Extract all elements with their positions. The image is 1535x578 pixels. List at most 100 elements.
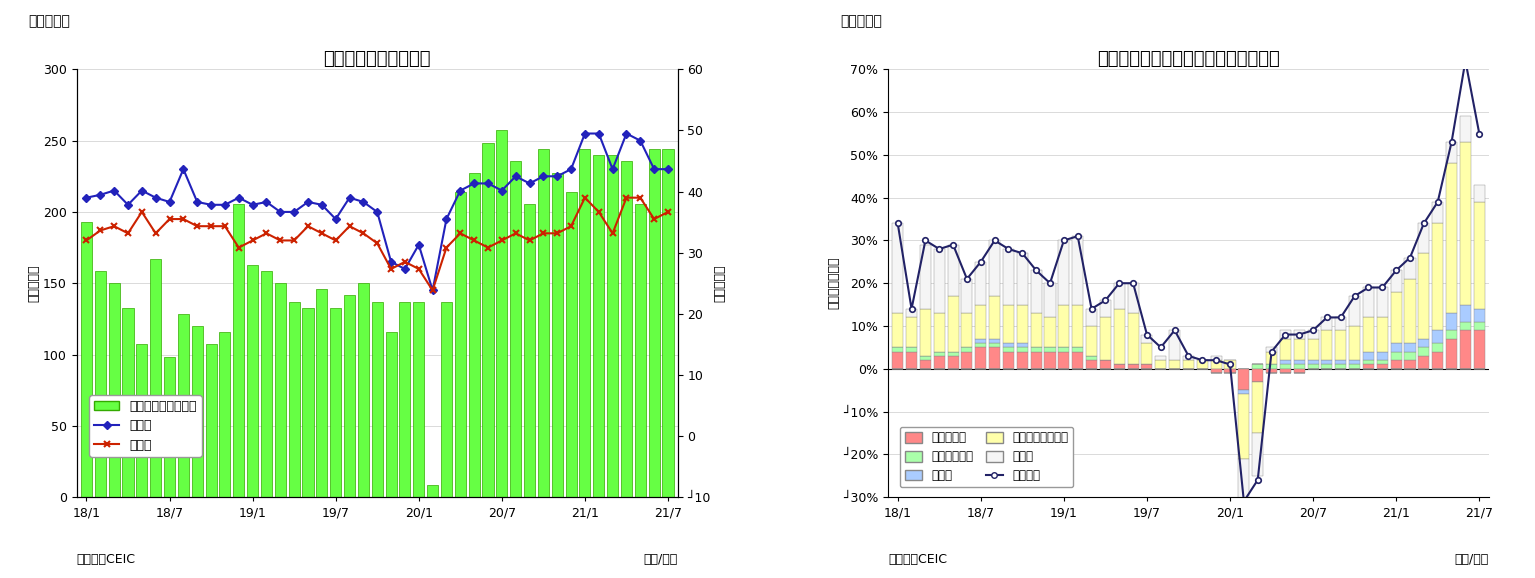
Bar: [1002, 351, 1015, 369]
Bar: [961, 279, 973, 313]
Bar: [1391, 292, 1401, 343]
Bar: [1322, 330, 1332, 360]
Bar: [1114, 309, 1125, 365]
Bar: [1030, 347, 1042, 351]
Bar: [961, 313, 973, 347]
Bar: [289, 302, 299, 497]
Bar: [1142, 343, 1153, 365]
Bar: [989, 339, 1001, 343]
Text: （年/月）: （年/月）: [1455, 553, 1489, 566]
Bar: [1418, 339, 1429, 347]
Bar: [164, 357, 175, 497]
Bar: [1294, 330, 1305, 339]
Bar: [1460, 142, 1471, 305]
Bar: [1211, 369, 1222, 373]
Bar: [344, 295, 355, 497]
Bar: [1391, 351, 1401, 360]
Bar: [1446, 330, 1457, 339]
Bar: [1101, 360, 1111, 369]
Bar: [1294, 360, 1305, 365]
Bar: [579, 149, 591, 497]
Bar: [1002, 249, 1015, 305]
Bar: [663, 149, 674, 497]
Y-axis label: （億ドル）: （億ドル）: [28, 265, 40, 302]
Bar: [137, 344, 147, 497]
Bar: [947, 351, 959, 356]
Bar: [1280, 360, 1291, 365]
Bar: [1349, 365, 1360, 369]
Bar: [358, 283, 368, 497]
Bar: [1446, 339, 1457, 369]
Bar: [1432, 330, 1443, 343]
Bar: [371, 302, 382, 497]
Bar: [1391, 271, 1401, 292]
Bar: [1211, 356, 1222, 360]
Bar: [1002, 305, 1015, 343]
Bar: [1460, 305, 1471, 322]
Bar: [1474, 185, 1484, 202]
Bar: [975, 305, 987, 339]
Bar: [906, 309, 916, 317]
Bar: [1087, 309, 1098, 326]
Bar: [1087, 356, 1098, 360]
Legend: 貿易収支（右目盛）, 輸出額, 輸入額: 貿易収支（右目盛）, 輸出額, 輸入額: [89, 395, 201, 457]
Bar: [933, 313, 944, 351]
Bar: [1128, 365, 1139, 369]
Bar: [1391, 360, 1401, 369]
Bar: [1280, 369, 1291, 373]
Bar: [1308, 330, 1319, 339]
Bar: [1266, 369, 1277, 373]
Bar: [1432, 223, 1443, 330]
Bar: [975, 343, 987, 347]
Bar: [1349, 360, 1360, 365]
Bar: [1030, 351, 1042, 369]
Bar: [1071, 305, 1084, 347]
Bar: [1460, 116, 1471, 142]
Bar: [989, 296, 1001, 339]
Bar: [989, 347, 1001, 369]
Bar: [975, 339, 987, 343]
Bar: [1128, 313, 1139, 365]
Bar: [1335, 365, 1346, 369]
Text: （資料）CEIC: （資料）CEIC: [889, 553, 947, 566]
Bar: [1377, 365, 1388, 369]
Bar: [1183, 360, 1194, 369]
Bar: [95, 271, 106, 497]
Bar: [1058, 347, 1070, 351]
Bar: [892, 313, 903, 347]
Bar: [1322, 365, 1332, 369]
Bar: [1405, 360, 1415, 369]
Bar: [1087, 360, 1098, 369]
Bar: [947, 296, 959, 351]
Bar: [1335, 330, 1346, 360]
Bar: [906, 351, 916, 369]
Text: （資料）CEIC: （資料）CEIC: [77, 553, 135, 566]
Bar: [1071, 236, 1084, 305]
Title: マレーシア　輸出の伸び率（品目別）: マレーシア 輸出の伸び率（品目別）: [1098, 50, 1280, 68]
Bar: [989, 343, 1001, 347]
Bar: [1405, 279, 1415, 343]
Bar: [192, 326, 203, 497]
Bar: [906, 347, 916, 351]
Bar: [933, 351, 944, 356]
Bar: [1363, 365, 1374, 369]
Bar: [1294, 369, 1305, 373]
Bar: [454, 191, 465, 497]
Bar: [1253, 433, 1263, 476]
Bar: [150, 259, 161, 497]
Bar: [1460, 330, 1471, 369]
Bar: [906, 317, 916, 347]
Bar: [123, 307, 134, 497]
Bar: [551, 173, 563, 497]
Title: マレーシア　貿易収支: マレーシア 貿易収支: [324, 50, 431, 68]
Bar: [1418, 253, 1429, 339]
Bar: [593, 155, 605, 497]
Bar: [1335, 317, 1346, 330]
Bar: [1405, 258, 1415, 279]
Bar: [482, 143, 494, 497]
Bar: [1044, 351, 1056, 369]
Bar: [1170, 360, 1180, 369]
Bar: [933, 249, 944, 313]
Bar: [1128, 283, 1139, 313]
Bar: [947, 356, 959, 369]
